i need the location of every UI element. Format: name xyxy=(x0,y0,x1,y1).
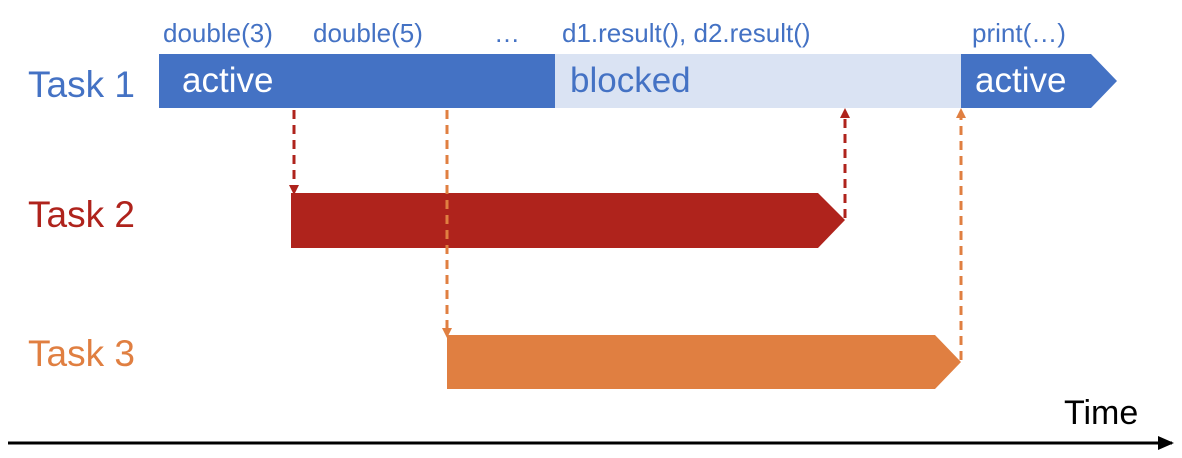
time-axis-label: Time xyxy=(1064,394,1138,432)
task2-label: Task 2 xyxy=(28,194,135,235)
task1-active-end-bar xyxy=(961,54,1117,108)
call-label-results: d1.result(), d2.result() xyxy=(562,18,811,48)
task3-label: Task 3 xyxy=(28,333,135,374)
call-label-print: print(…) xyxy=(972,18,1066,48)
call-label-double5: double(5) xyxy=(313,18,423,48)
task1-state-active: active xyxy=(182,61,273,100)
task1-active-bar xyxy=(159,54,555,108)
task2-bar xyxy=(291,193,845,248)
task3-bar xyxy=(447,335,961,389)
task1-blocked-bar xyxy=(555,54,961,108)
call-label-double3: double(3) xyxy=(163,18,273,48)
call-label-ellipsis: … xyxy=(494,18,520,48)
task1-state-blocked: blocked xyxy=(570,61,691,100)
task1-state-active-end: active xyxy=(975,61,1066,100)
task1-label: Task 1 xyxy=(28,64,135,105)
